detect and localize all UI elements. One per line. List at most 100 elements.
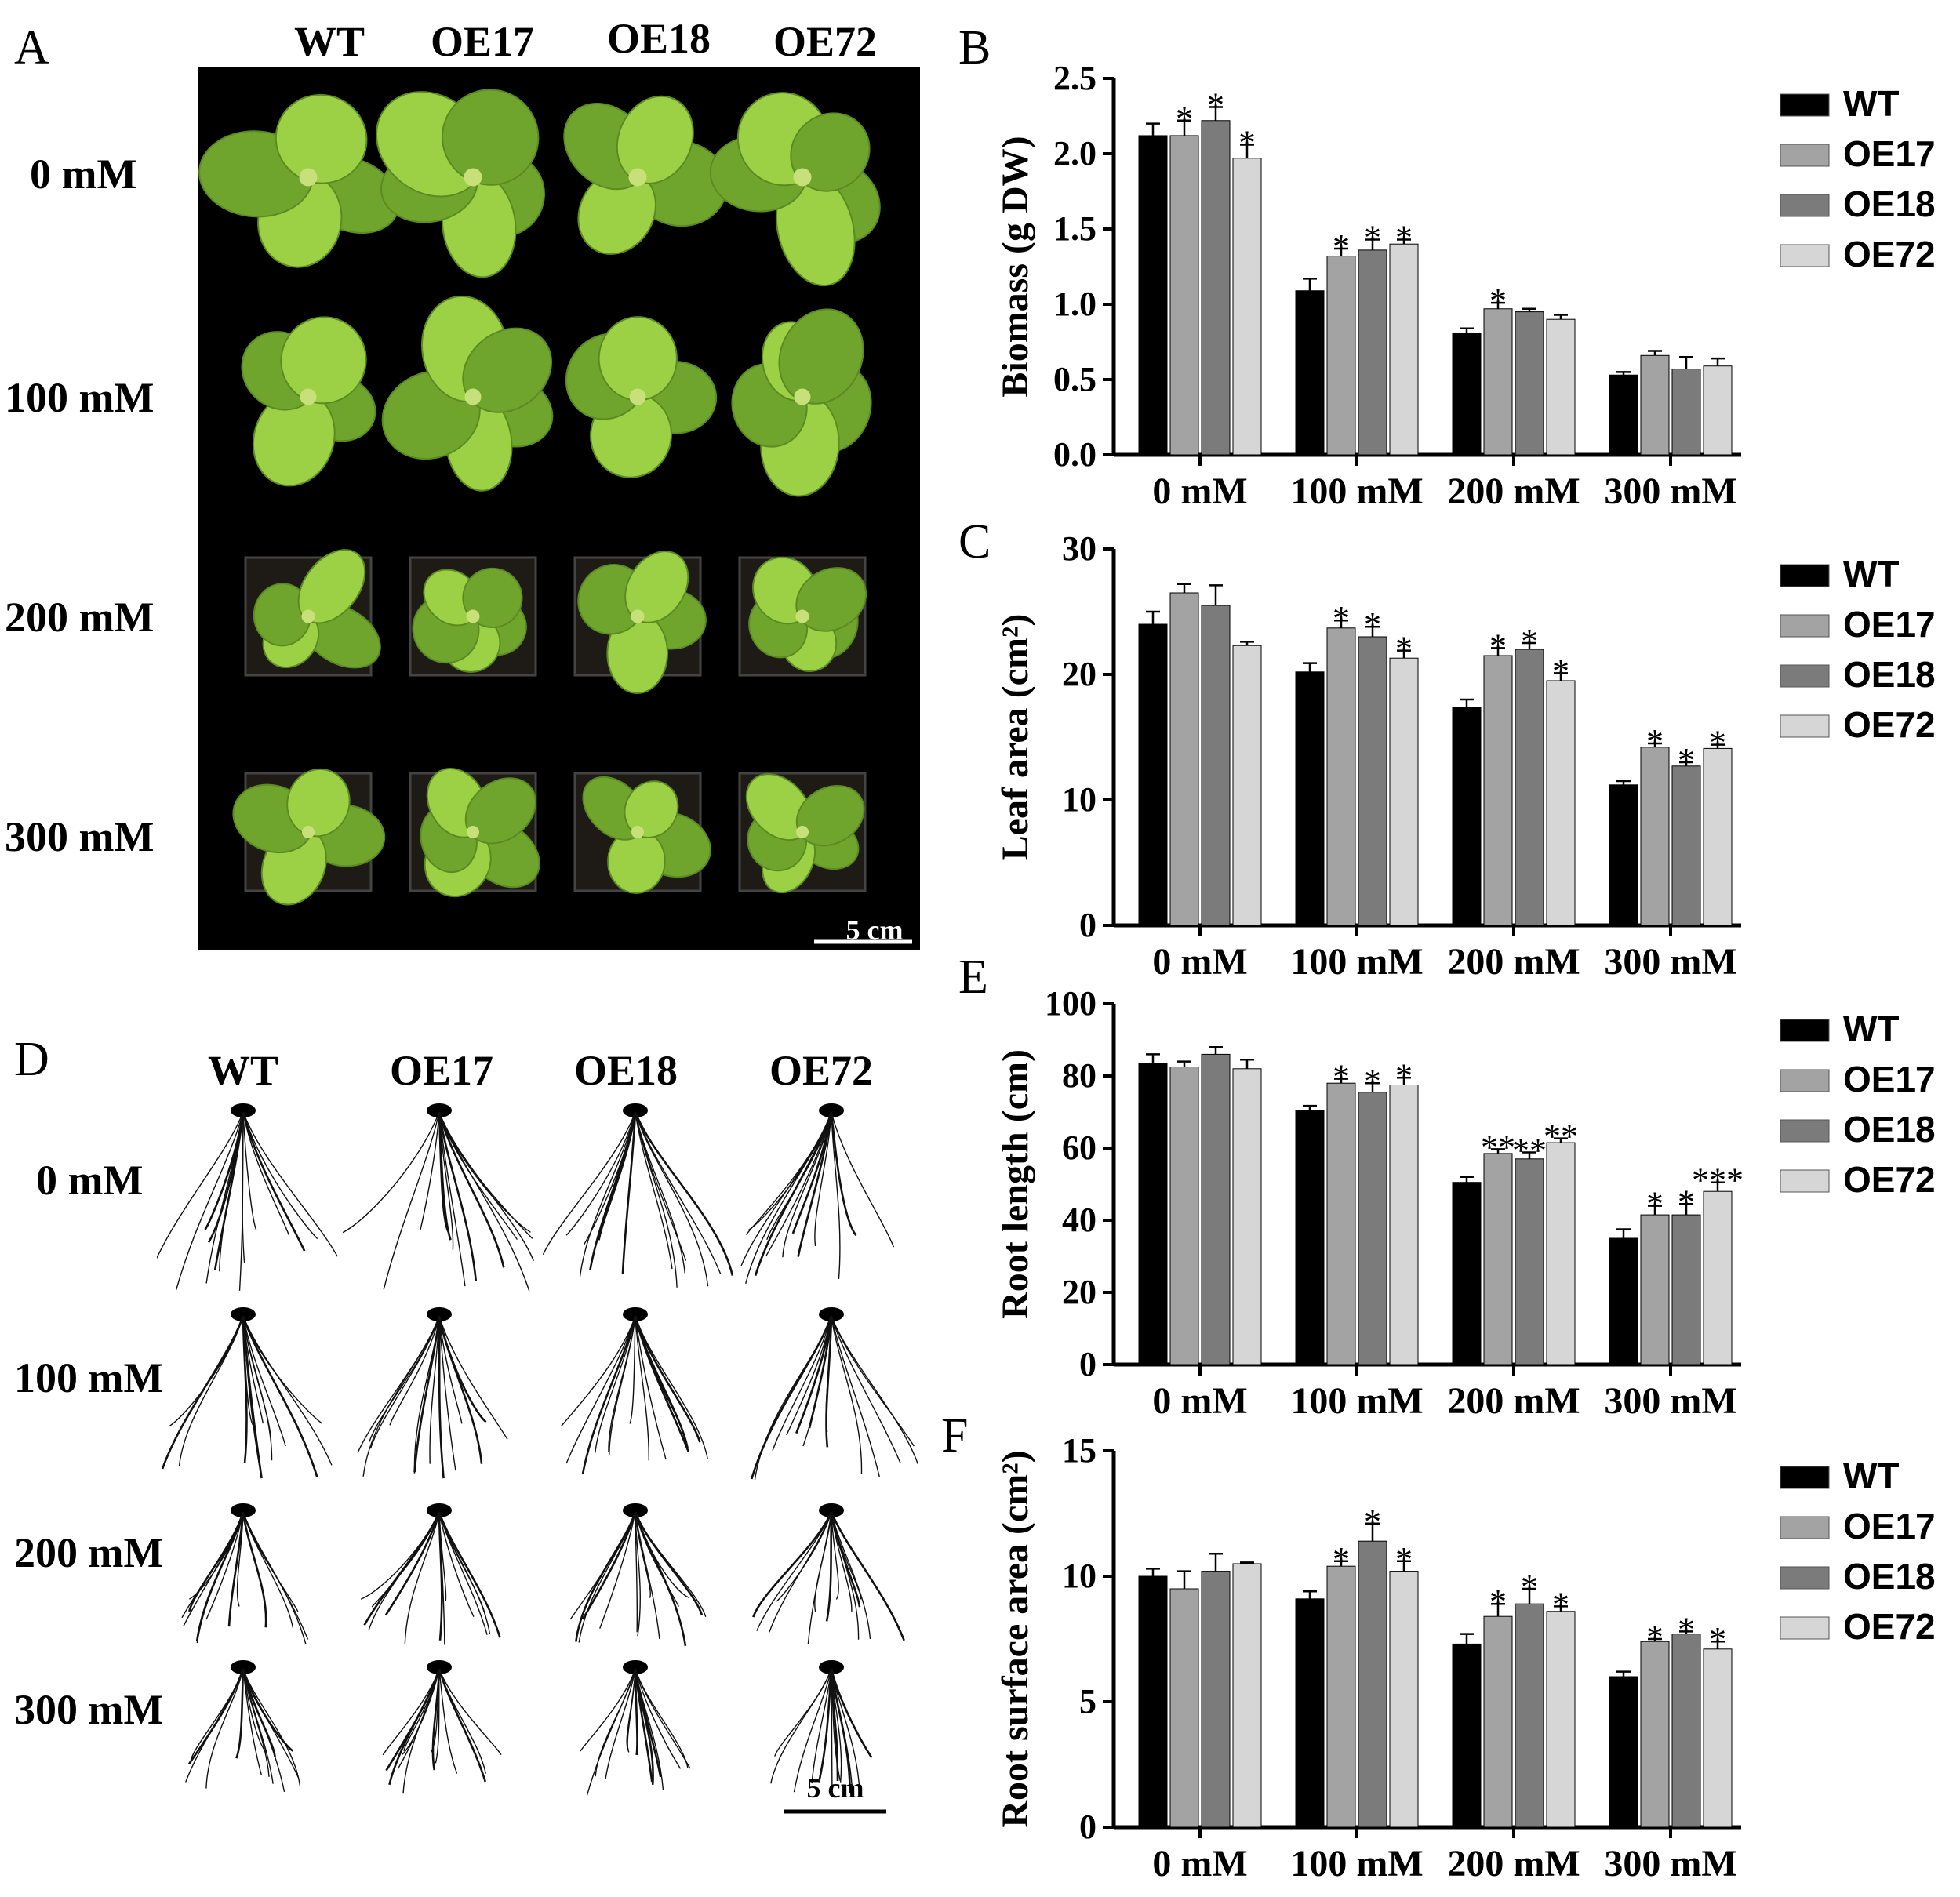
x-tick-label: 0 mM (1152, 1380, 1247, 1422)
legend-label: OE18 (1843, 1556, 1936, 1597)
root-strand (635, 1668, 691, 1769)
significance-mark: ** (1512, 1132, 1547, 1170)
root-strand (431, 1668, 441, 1771)
significance-mark: * (1395, 218, 1413, 256)
significance-mark: * (1646, 1618, 1664, 1656)
root-strand (242, 1668, 294, 1752)
root-strand (204, 1111, 245, 1230)
root-strand (363, 1511, 441, 1626)
root-strand (242, 1668, 301, 1786)
legend-swatch (1780, 1019, 1830, 1042)
root-strand (635, 1315, 667, 1460)
root-strand (817, 1668, 833, 1783)
bar (1452, 1643, 1482, 1828)
root-strand (795, 1315, 833, 1434)
significance-mark: ** (1481, 1128, 1515, 1166)
root-strand (635, 1111, 673, 1270)
legend-swatch (1780, 1169, 1830, 1193)
root-strand (188, 1668, 245, 1765)
seedling-plant (198, 93, 400, 268)
bar (1452, 1182, 1482, 1365)
leaf-center (793, 168, 812, 187)
root-strand (242, 1315, 263, 1479)
panel-a-col-wt: WT (293, 18, 365, 65)
root-strand (242, 1315, 253, 1426)
legend-swatch (1780, 1069, 1830, 1092)
legend-label: OE72 (1843, 704, 1936, 745)
root-strand (831, 1315, 919, 1465)
root-system (752, 1503, 905, 1644)
leaf-center (794, 388, 811, 405)
legend-swatch (1780, 144, 1830, 167)
bar (1295, 671, 1325, 926)
root-strand (621, 1111, 637, 1274)
root-strand (635, 1111, 709, 1287)
legend-label: OE18 (1843, 184, 1936, 224)
root-strand (420, 1111, 440, 1230)
panel-a-row-300mm: 300 mM (5, 813, 155, 860)
root-strand (404, 1511, 440, 1644)
legend-label: OE17 (1843, 133, 1936, 174)
root-strand (438, 1315, 508, 1440)
bar (1326, 256, 1356, 456)
root-system (185, 1660, 301, 1793)
legend-swatch (1780, 244, 1830, 267)
seedling-plant (241, 316, 376, 487)
root-strand (635, 1315, 649, 1461)
y-tick-label: 2.5 (1053, 59, 1096, 97)
root-strand (438, 1315, 483, 1464)
x-tick-label: 0 mM (1152, 471, 1247, 512)
bar (1295, 1598, 1325, 1828)
legend-label: OE17 (1843, 1059, 1936, 1099)
root-grid (157, 1103, 919, 1796)
panel-letter-c: C (958, 515, 991, 569)
seedling-plant (573, 772, 711, 894)
root-strand (635, 1668, 682, 1769)
seedling-plant (738, 772, 867, 894)
y-tick-label: 0 (1079, 1808, 1096, 1846)
seedling-plant (409, 556, 537, 677)
bar (1138, 135, 1168, 456)
root-strand (811, 1668, 832, 1784)
root-strand (797, 1111, 833, 1257)
panel-a-col-oe72: OE72 (773, 18, 878, 65)
bar (1232, 1068, 1262, 1365)
bar (1609, 374, 1638, 456)
root-strand (242, 1511, 267, 1628)
root-strand (438, 1668, 486, 1774)
panel-d-col-wt: WT (207, 1047, 279, 1094)
panel-a-col-oe18: OE18 (606, 15, 711, 62)
root-strand (830, 1668, 873, 1758)
root-strand (360, 1511, 440, 1600)
root-crown (819, 1660, 844, 1674)
root-crown (427, 1503, 452, 1517)
root-strand (242, 1111, 257, 1230)
legend-swatch (1780, 614, 1830, 638)
bar (1169, 592, 1199, 926)
bar (1358, 636, 1387, 926)
significance-mark: * (1333, 599, 1350, 638)
root-strand (752, 1511, 833, 1618)
y-axis-label: Leaf area (cm²) (995, 614, 1036, 861)
bar (1640, 1641, 1670, 1828)
root-strand (599, 1511, 636, 1629)
root-crown (231, 1660, 256, 1674)
root-system (561, 1307, 708, 1474)
y-tick-label: 2.0 (1053, 134, 1096, 173)
root-strand (242, 1315, 318, 1477)
root-strand (754, 1315, 832, 1481)
root-strand (831, 1315, 863, 1474)
root-strand (578, 1511, 636, 1643)
significance-mark: * (1333, 227, 1350, 266)
bar (1703, 1190, 1733, 1365)
leaf-center (795, 609, 809, 623)
bar (1389, 1085, 1419, 1365)
y-tick-label: 30 (1062, 529, 1096, 568)
root-strand (579, 1111, 636, 1277)
leaf-center (301, 609, 315, 623)
root-strand (235, 1668, 245, 1759)
bar (1452, 332, 1482, 456)
bar (1358, 1540, 1387, 1828)
root-strand (740, 1111, 832, 1266)
bar (1389, 657, 1419, 926)
